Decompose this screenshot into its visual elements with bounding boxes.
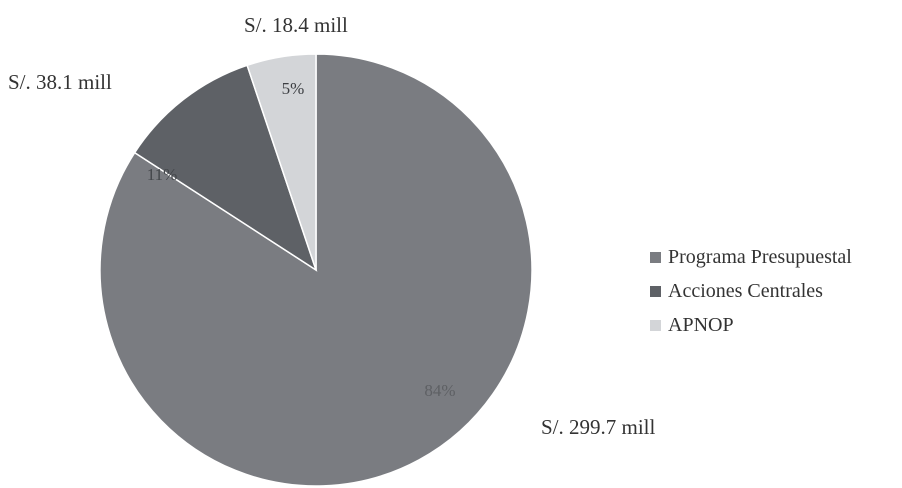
legend-label-programa-presupuestal: Programa Presupuestal	[668, 246, 852, 268]
legend-label-apnop: APNOP	[668, 314, 734, 336]
slice-amount-label-apnop: S/. 18.4 mill	[244, 13, 348, 37]
legend-item-programa-presupuestal: Programa Presupuestal	[650, 246, 852, 268]
slice-amount-label-acciones-centrales: S/. 38.1 mill	[8, 70, 112, 94]
legend-label-acciones-centrales: Acciones Centrales	[668, 280, 823, 302]
pie-slice-acciones-centrales	[133, 64, 318, 272]
legend-swatch-apnop	[650, 320, 661, 331]
slice-amount-label-programa-presupuestal: S/. 299.7 mill	[541, 415, 656, 439]
slice-percent-label-programa-presupuestal: 84%	[424, 381, 455, 400]
legend: Programa Presupuestal Acciones Centrales…	[650, 246, 852, 336]
pie-slice-apnop	[246, 53, 317, 271]
legend-swatch-programa-presupuestal	[650, 252, 661, 263]
legend-item-acciones-centrales: Acciones Centrales	[650, 280, 823, 302]
legend-swatch-acciones-centrales	[650, 286, 661, 297]
slice-percent-label-apnop: 5%	[282, 79, 305, 98]
slice-percent-label-acciones-centrales: 11%	[147, 165, 178, 184]
pie-slices	[99, 53, 533, 487]
legend-item-apnop: APNOP	[650, 314, 734, 336]
